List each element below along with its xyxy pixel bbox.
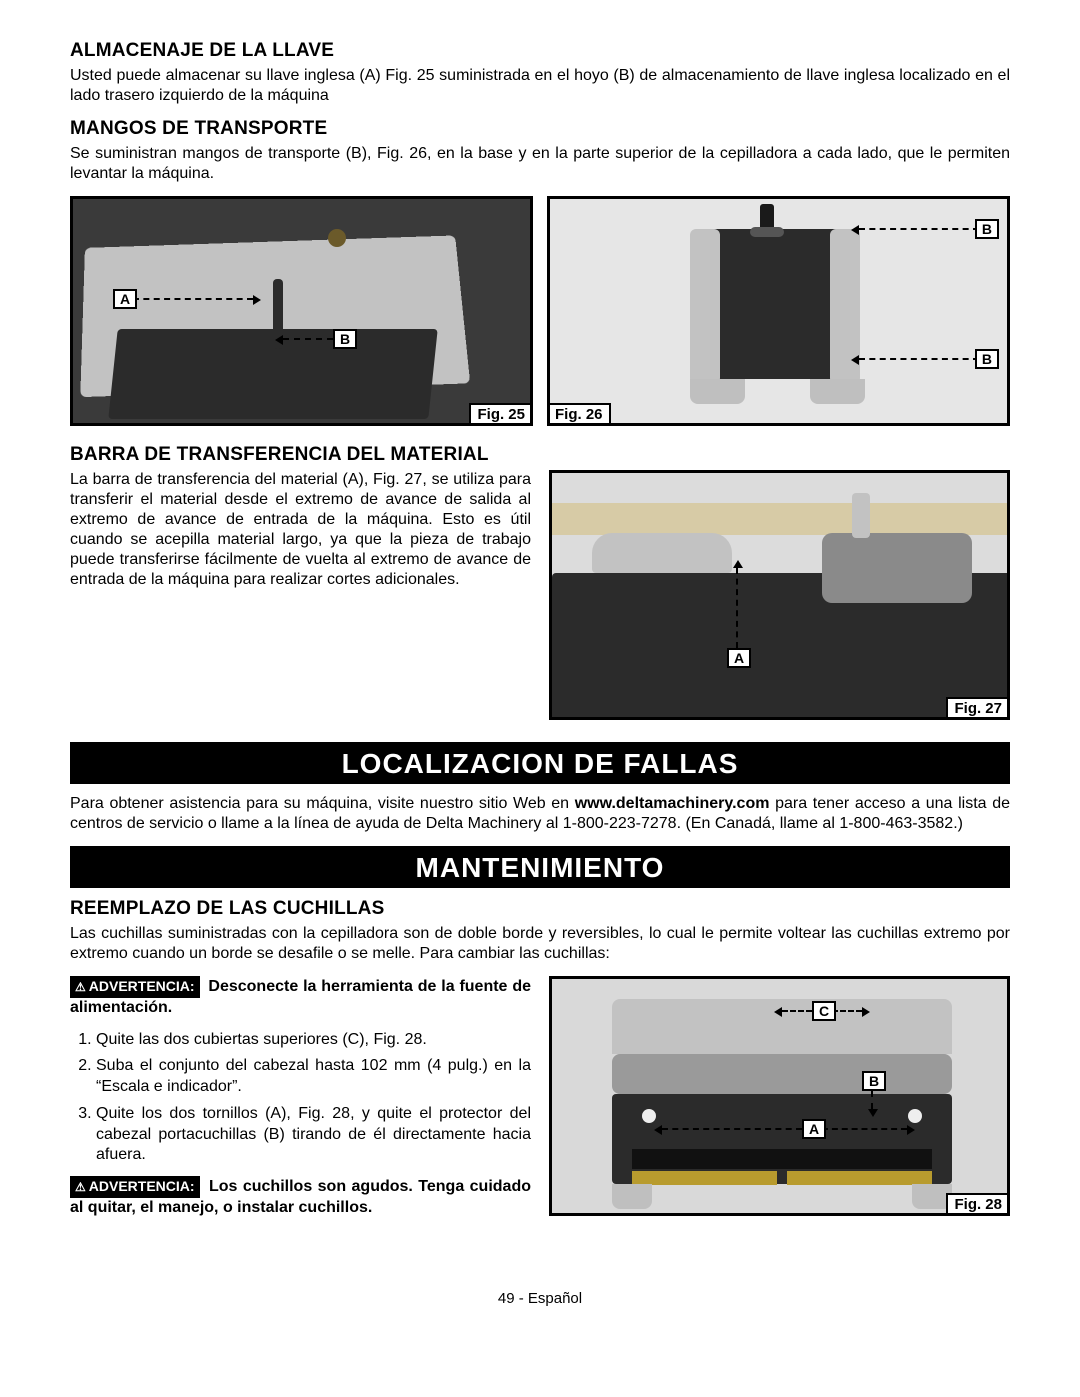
- callout-b: B: [333, 329, 357, 349]
- steps-list: Quite las dos cubiertas superiores (C), …: [70, 1030, 531, 1167]
- fig-25-label: Fig. 25: [469, 403, 533, 426]
- fig-28-label: Fig. 28: [946, 1193, 1010, 1216]
- heading-barra: BARRA DE TRANSFERENCIA DEL MATERIAL: [70, 444, 1010, 466]
- banner-localizacion: LOCALIZACION DE FALLAS: [70, 742, 1010, 784]
- callout-a: A: [113, 289, 137, 309]
- text-barra: La barra de transferencia del material (…: [70, 470, 531, 590]
- fig-26-label: Fig. 26: [547, 403, 611, 426]
- text-mangos: Se suministran mangos de transporte (B),…: [70, 144, 1010, 184]
- heading-mangos: MANGOS DE TRANSPORTE: [70, 118, 1010, 140]
- step-3: Quite los dos tornillos (A), Fig. 28, y …: [96, 1104, 531, 1166]
- callout-b: B: [975, 349, 999, 369]
- callout-a: A: [802, 1119, 826, 1139]
- step-1: Quite las dos cubiertas superiores (C), …: [96, 1030, 531, 1051]
- warning-icon: ⚠: [75, 1180, 86, 1195]
- step-2: Suba el conjunto del cabezal hasta 102 m…: [96, 1056, 531, 1098]
- warning-badge: ⚠ADVERTENCIA:: [70, 1176, 200, 1198]
- callout-c: C: [812, 1001, 836, 1021]
- fig-27-label: Fig. 27: [946, 697, 1010, 720]
- figure-28: C B A Fig. 28: [549, 976, 1010, 1216]
- text-almacenaje: Usted puede almacenar su llave inglesa (…: [70, 66, 1010, 106]
- warning-badge: ⚠ADVERTENCIA:: [70, 976, 200, 998]
- warning-icon: ⚠: [75, 980, 86, 995]
- page-footer: 49 - Español: [70, 1290, 1010, 1307]
- warning-2-label: ADVERTENCIA:: [89, 1178, 195, 1194]
- barra-row: La barra de transferencia del material (…: [70, 470, 1010, 720]
- figure-26: B B Fig. 26: [547, 196, 1010, 426]
- warning-2: ⚠ADVERTENCIA: Los cuchillos son agudos. …: [70, 1176, 531, 1218]
- callout-b: B: [862, 1071, 886, 1091]
- troubleshoot-url: www.deltamachinery.com: [575, 795, 770, 812]
- manual-page: ALMACENAJE DE LA LLAVE Usted puede almac…: [0, 0, 1080, 1337]
- heading-almacenaje: ALMACENAJE DE LA LLAVE: [70, 40, 1010, 62]
- figure-27: A Fig. 27: [549, 470, 1010, 720]
- warning-1-label: ADVERTENCIA:: [89, 978, 195, 994]
- figures-row-25-26: A B Fig. 25 B B Fig. 26: [70, 196, 1010, 426]
- reemplazo-row: ⚠ADVERTENCIA: Desconecte la herramienta …: [70, 976, 1010, 1230]
- troubleshoot-text: Para obtener asistencia para su máquina,…: [70, 794, 1010, 834]
- troubleshoot-a: Para obtener asistencia para su máquina,…: [70, 795, 575, 812]
- figure-25: A B Fig. 25: [70, 196, 533, 426]
- callout-a: A: [727, 648, 751, 668]
- heading-reemplazo: REEMPLAZO DE LAS CUCHILLAS: [70, 898, 1010, 920]
- warning-1: ⚠ADVERTENCIA: Desconecte la herramienta …: [70, 976, 531, 1018]
- callout-b: B: [975, 219, 999, 239]
- text-reemplazo: Las cuchillas suministradas con la cepil…: [70, 924, 1010, 964]
- banner-mantenimiento: MANTENIMIENTO: [70, 846, 1010, 888]
